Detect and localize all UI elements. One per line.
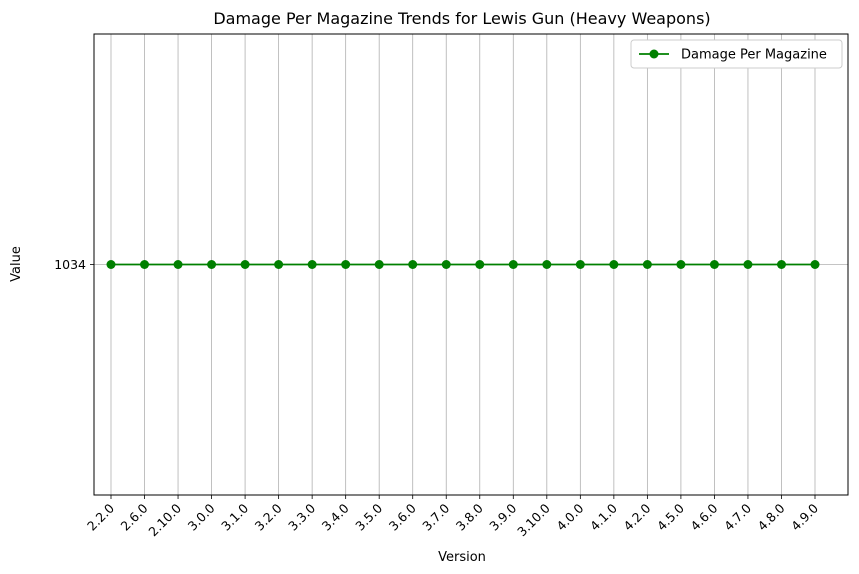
y-axis-label: Value (9, 246, 24, 282)
x-tick-label: 3.3.0 (285, 500, 318, 533)
x-tick-label: 2.10.0 (145, 500, 184, 539)
x-tick-label: 3.6.0 (386, 500, 419, 533)
x-tick-label: 3.0.0 (185, 500, 218, 533)
data-point (140, 260, 150, 269)
x-tick-label: 4.7.0 (721, 500, 754, 533)
legend-label: Damage Per Magazine (681, 48, 827, 63)
data-point (542, 260, 552, 269)
data-point (776, 260, 786, 269)
data-point (106, 260, 116, 269)
x-axis-label: Version (438, 550, 486, 565)
data-point (475, 260, 485, 269)
legend: Damage Per Magazine (630, 39, 843, 69)
y-tick-label: 1034 (54, 257, 86, 272)
x-tick-label: 3.7.0 (419, 500, 452, 533)
x-tick-label: 3.1.0 (218, 500, 251, 533)
data-point (173, 260, 183, 269)
data-point (642, 260, 652, 269)
data-point (374, 260, 384, 269)
data-point (676, 260, 686, 269)
x-tick-label: 4.5.0 (654, 500, 687, 533)
data-point (575, 260, 585, 269)
ticks: 2.2.0 2.6.02.10.0 3.0.0 3.1.0 3.2.0 3.3.0 3.4.… (54, 257, 821, 539)
x-tick-label: 4.6.0 (687, 500, 720, 533)
x-tick-label: 4.8.0 (754, 500, 787, 533)
x-tick-label: 4.0.0 (553, 500, 586, 533)
x-tick-label: 3.4.0 (319, 500, 352, 533)
data-point (408, 260, 418, 269)
legend-marker-swatch (649, 49, 659, 59)
data-point (508, 260, 518, 269)
x-tick-label: 4.1.0 (587, 500, 620, 533)
data-point (609, 260, 619, 269)
data-point (207, 260, 217, 269)
data-point (441, 260, 451, 269)
data-point (240, 260, 250, 269)
data-point (274, 260, 284, 269)
x-tick-label: 3.2.0 (252, 500, 285, 533)
data-point (810, 260, 820, 269)
chart-title: Damage Per Magazine Trends for Lewis Gun… (213, 9, 710, 28)
x-tick-label: 3.5.0 (352, 500, 385, 533)
data-point (307, 260, 317, 269)
x-tick-label: 2.2.0 (84, 500, 117, 533)
x-tick-label: 4.9.0 (788, 500, 821, 533)
legend-box (630, 39, 843, 69)
data-point (743, 260, 753, 269)
data-point (709, 260, 719, 269)
x-tick-label: 4.2.0 (620, 500, 653, 533)
x-tick-label: 3.8.0 (453, 500, 486, 533)
x-tick-label: 3.10.0 (514, 500, 553, 539)
series-damage-per-magazine (106, 260, 820, 269)
data-point (341, 260, 351, 269)
